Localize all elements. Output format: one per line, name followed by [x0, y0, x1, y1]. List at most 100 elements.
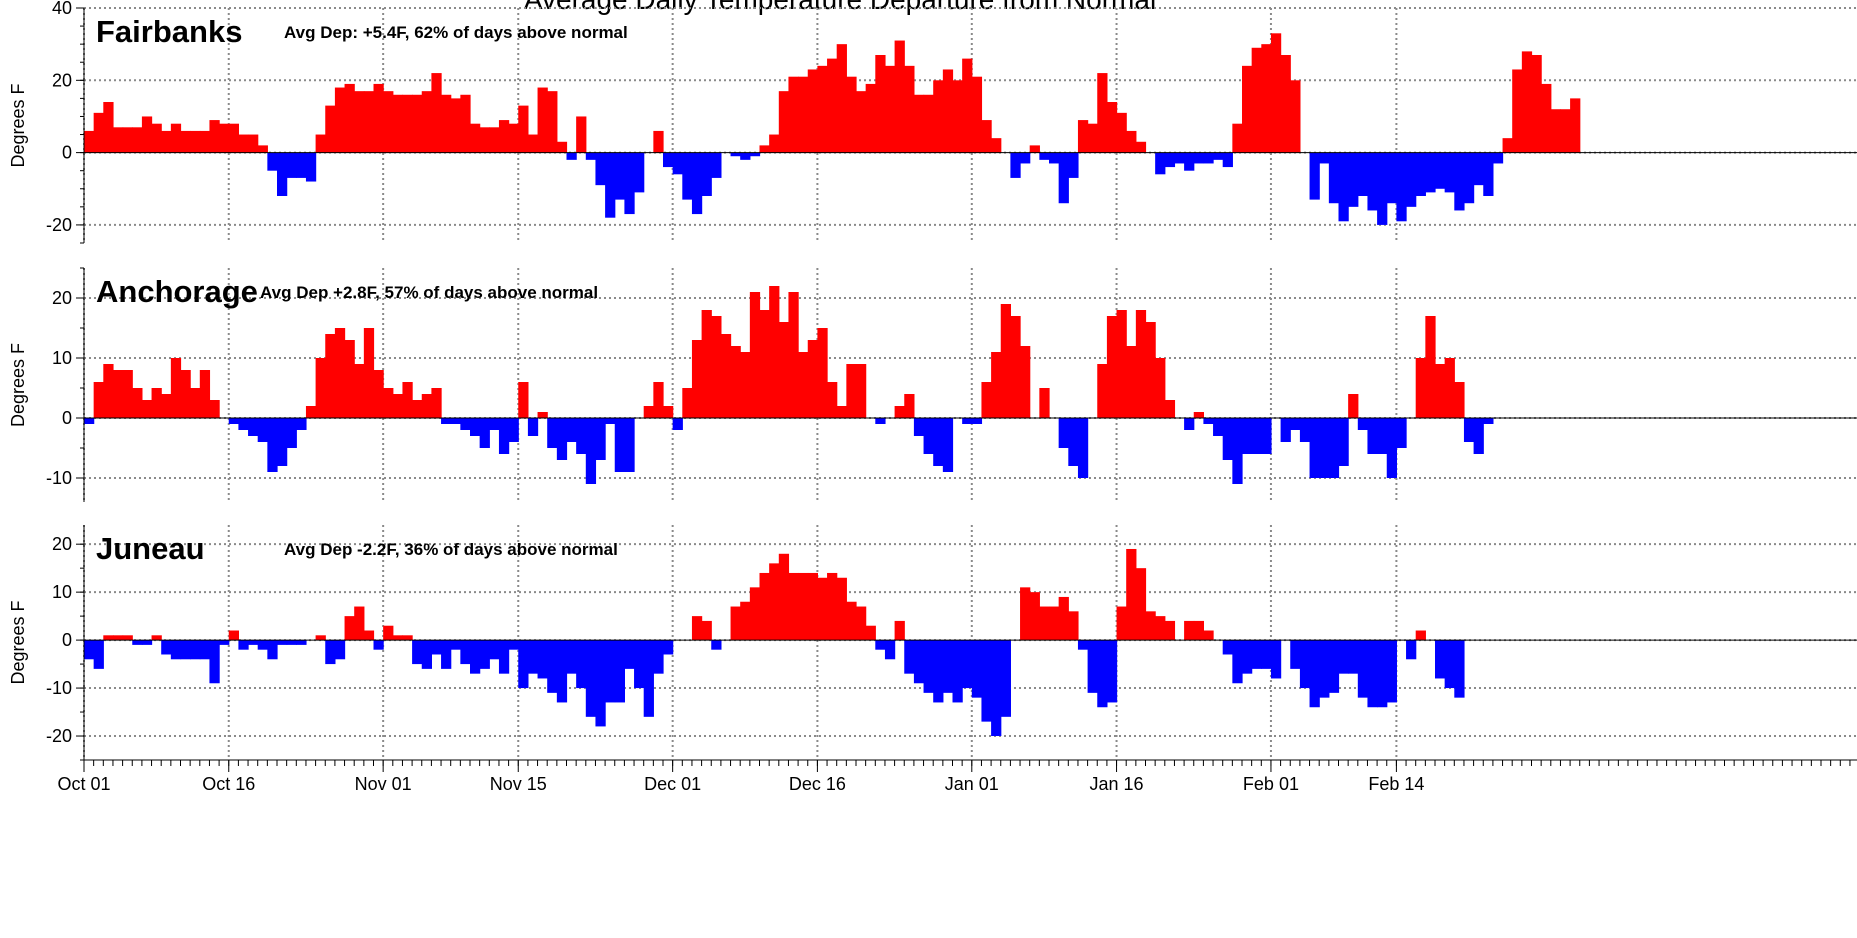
panel-annotation: Avg Dep: +5.4F, 62% of days above normal	[284, 23, 628, 42]
bar	[1280, 418, 1291, 442]
bar	[344, 616, 355, 641]
bar	[653, 382, 664, 418]
bar	[412, 400, 423, 418]
bar	[402, 382, 413, 418]
bar	[875, 418, 886, 424]
bar	[556, 640, 568, 703]
bar	[817, 577, 828, 641]
x-tick-label: Nov 01	[355, 774, 412, 794]
bar	[277, 640, 288, 645]
bar	[238, 418, 249, 430]
bar	[489, 640, 500, 660]
bar	[759, 572, 770, 641]
bar	[1077, 120, 1089, 153]
bar	[1319, 640, 1330, 698]
bar	[508, 123, 519, 153]
bar	[479, 127, 490, 153]
bar	[1290, 640, 1301, 669]
bar	[1232, 123, 1243, 153]
bar	[450, 418, 461, 424]
bar	[132, 640, 143, 645]
bar	[740, 152, 751, 160]
bar	[663, 406, 674, 418]
bar	[1184, 620, 1195, 641]
bar	[537, 87, 548, 153]
bar	[363, 91, 375, 153]
bar	[1106, 102, 1118, 153]
bar	[759, 310, 770, 418]
bar	[614, 152, 625, 200]
bar	[1020, 346, 1031, 418]
bar	[1049, 152, 1060, 164]
bar	[788, 572, 799, 641]
bar	[730, 606, 741, 641]
bar	[527, 640, 539, 674]
bar	[1270, 640, 1282, 679]
bar	[624, 152, 635, 215]
bar	[1463, 152, 1475, 204]
bar	[827, 572, 838, 641]
bar	[1290, 418, 1301, 430]
bar	[286, 640, 297, 645]
bar	[740, 352, 751, 418]
bar	[286, 152, 297, 178]
bar	[267, 152, 278, 171]
bar	[334, 640, 346, 660]
bar	[1135, 141, 1147, 153]
bar	[1357, 640, 1369, 698]
bar	[894, 620, 905, 641]
bar	[798, 352, 809, 418]
bar	[788, 292, 799, 418]
bar	[807, 572, 818, 641]
bar	[884, 65, 896, 153]
bar	[1348, 152, 1359, 207]
bar	[141, 116, 153, 153]
bar	[933, 80, 944, 153]
bar	[112, 127, 124, 153]
bar	[682, 152, 693, 200]
bar	[219, 640, 230, 645]
y-tick-label: 20	[52, 288, 72, 308]
bar	[1213, 418, 1224, 436]
bar	[248, 418, 259, 436]
bar	[421, 394, 432, 418]
bar	[556, 418, 568, 460]
panel-fairbanks: 40 20 0 -20 Degrees F Fairbanks Avg Dep: +5…	[8, 0, 1857, 244]
bar	[1415, 630, 1426, 641]
bar	[1242, 640, 1253, 674]
bar	[199, 130, 211, 153]
bar	[971, 418, 983, 424]
bar	[556, 141, 568, 153]
bar	[1193, 412, 1204, 418]
bar	[1261, 44, 1272, 153]
bar	[1521, 51, 1533, 153]
bar	[547, 418, 558, 448]
x-tick-label: Feb 01	[1243, 774, 1299, 794]
y-axis-label: Degrees F	[8, 83, 28, 167]
bar	[267, 418, 278, 472]
bar	[585, 152, 597, 160]
bar	[1396, 418, 1407, 448]
bar	[1126, 130, 1137, 153]
bar	[489, 418, 500, 430]
bar	[827, 58, 838, 153]
bar	[701, 620, 712, 641]
bar	[537, 640, 548, 679]
bar	[1126, 346, 1137, 418]
bar	[354, 606, 365, 641]
bar	[913, 94, 925, 153]
bar	[1174, 152, 1185, 164]
bar	[450, 640, 461, 650]
bar	[132, 127, 143, 153]
bar	[991, 640, 1002, 737]
bar	[1454, 152, 1465, 211]
panel-annotation: Avg Dep +2.8F, 57% of days above normal	[260, 283, 598, 302]
bar	[576, 116, 587, 153]
bar	[1039, 388, 1050, 418]
bar	[856, 91, 867, 153]
y-tick-label: 0	[62, 143, 72, 163]
bar	[1097, 640, 1108, 708]
bar	[112, 370, 124, 418]
bar	[1377, 152, 1388, 225]
